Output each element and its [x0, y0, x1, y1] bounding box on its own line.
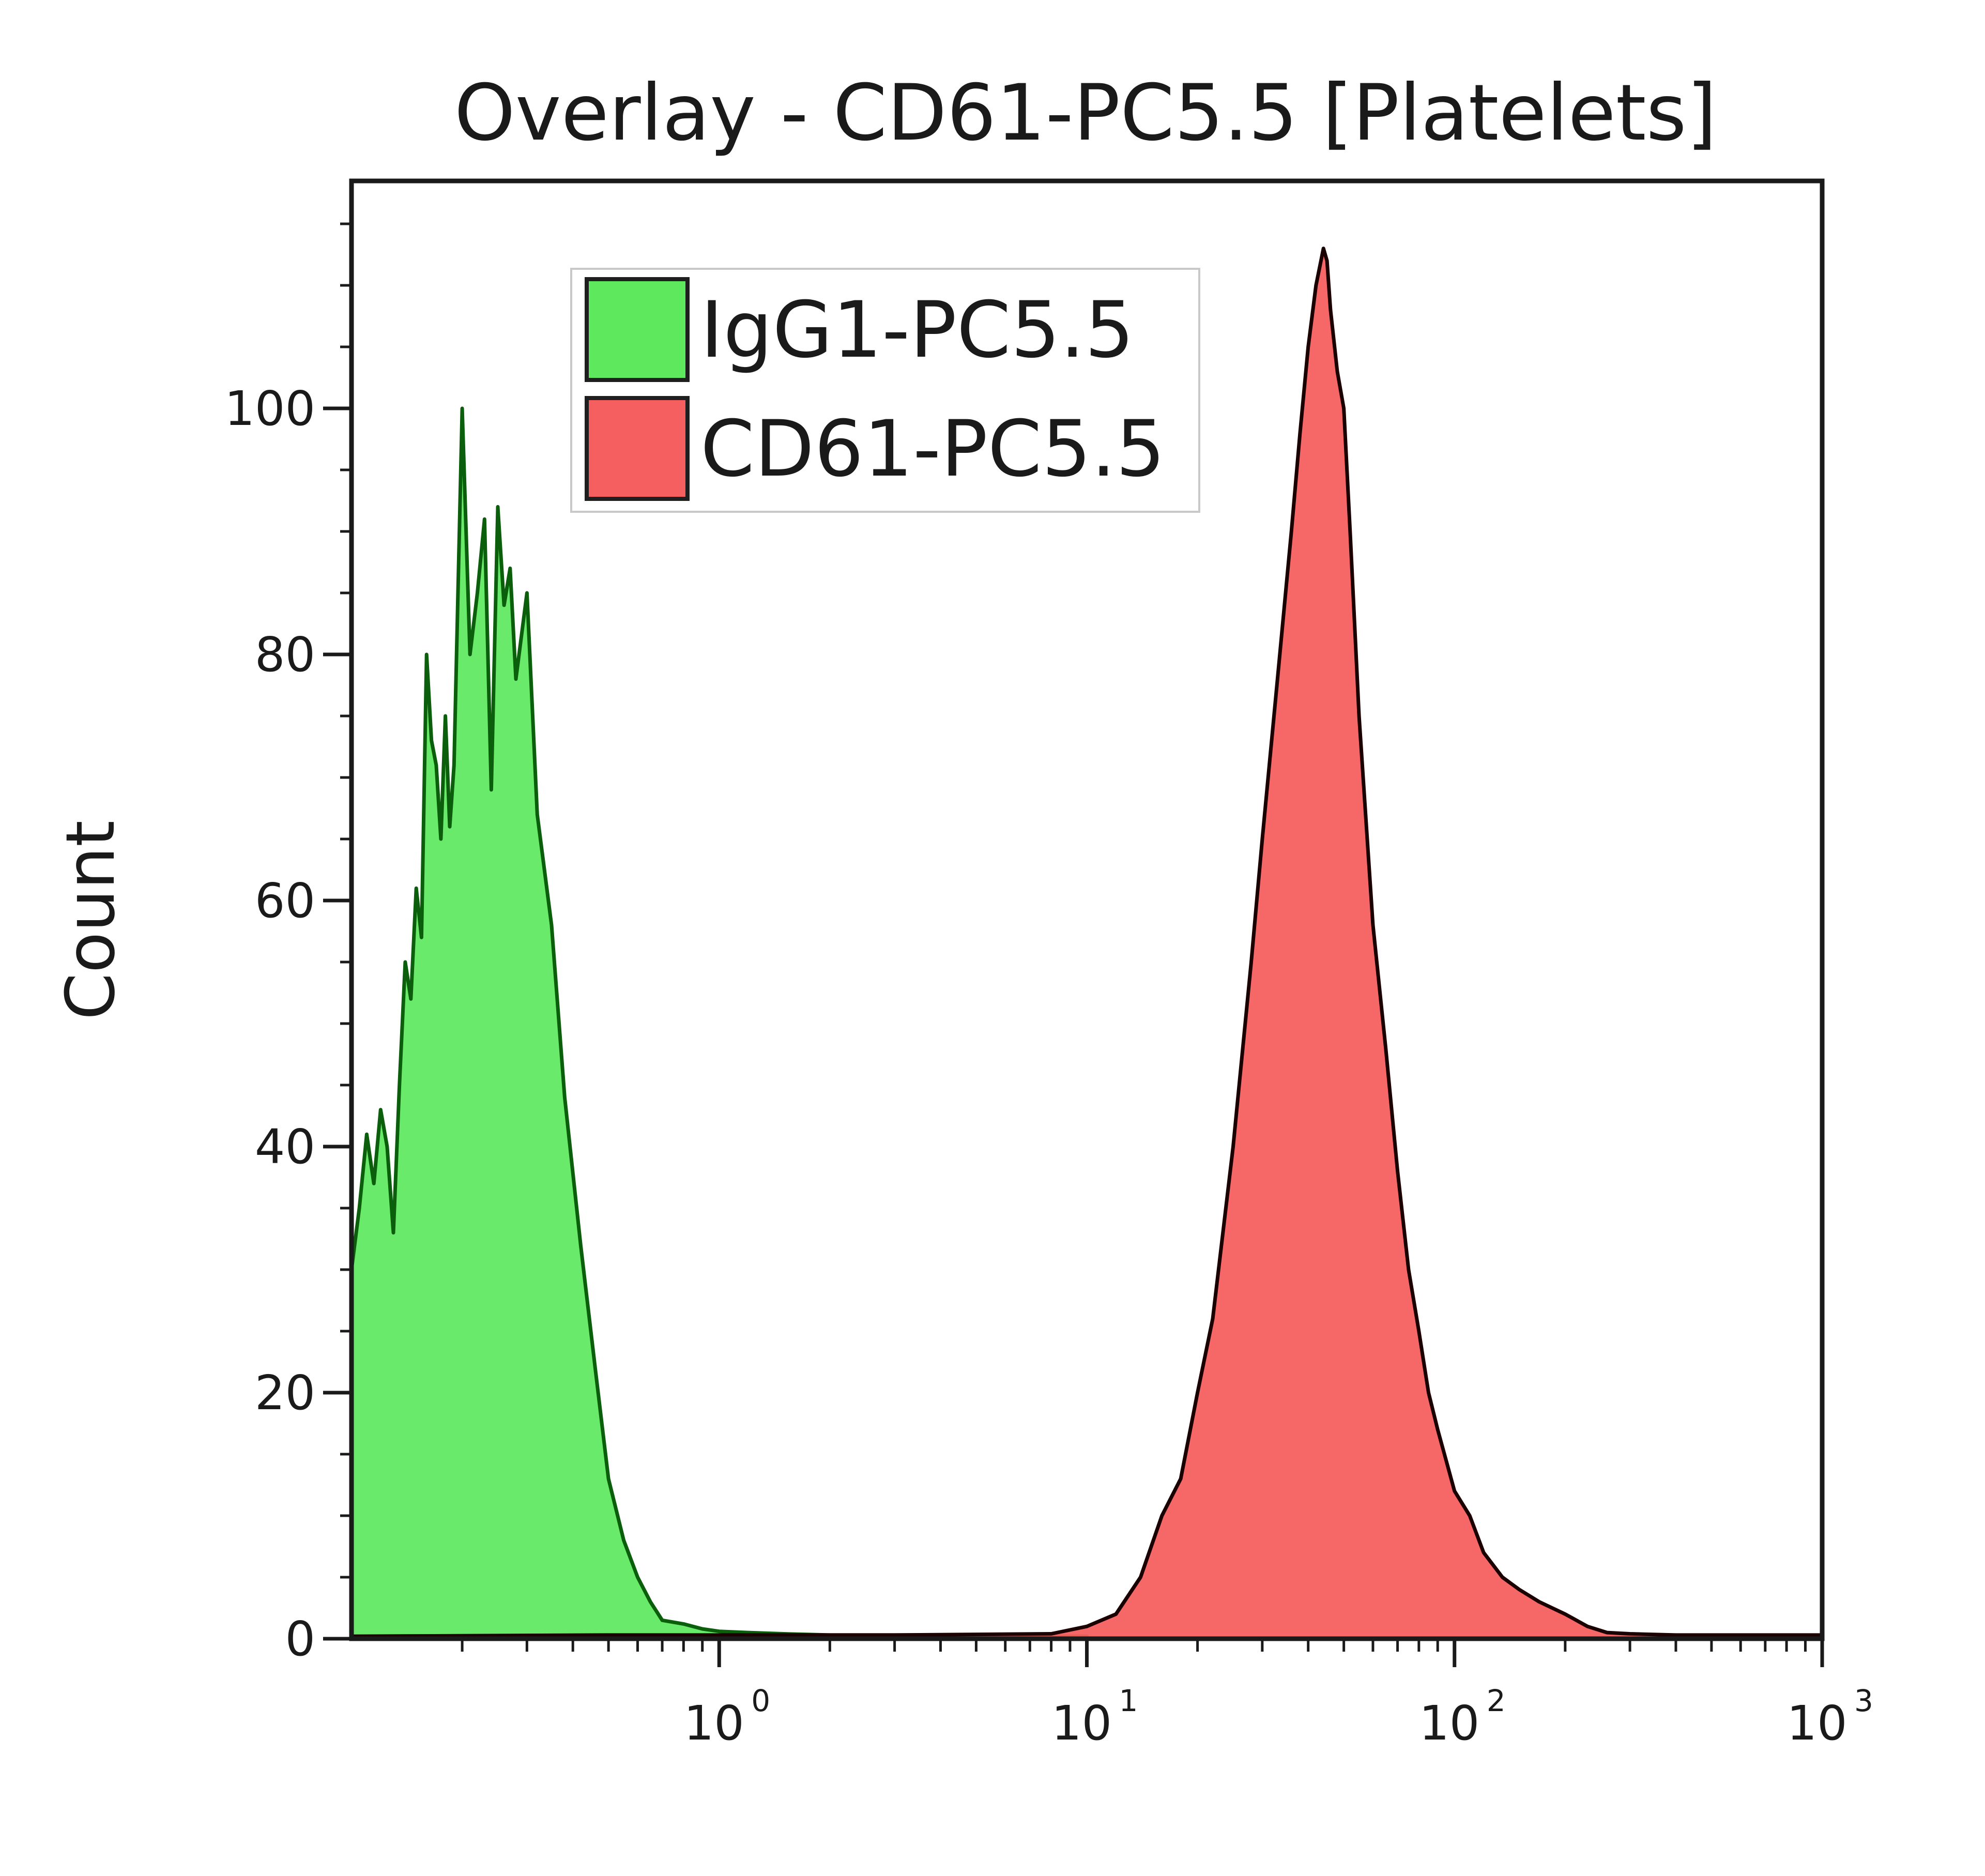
legend-swatch-cd61 [585, 396, 690, 501]
y-tick-label: 60 [255, 873, 315, 928]
chart-title: Overlay - CD61-PC5.5 [Platelets] [454, 68, 1717, 158]
y-axis-label: Count [51, 820, 130, 1020]
x-tick-label: 10 [1787, 1696, 1847, 1751]
x-tick-exponent: 3 [1854, 1683, 1873, 1718]
x-tick-label: 10 [1419, 1696, 1479, 1751]
series-layer [349, 247, 1824, 1641]
x-tick-exponent: 2 [1487, 1683, 1506, 1718]
series-area-igg1-pc5-5 [349, 406, 1089, 1641]
legend-label-cd61: CD61-PC5.5 [700, 404, 1165, 494]
x-tick-exponent: 0 [751, 1683, 770, 1718]
x-tick-label: 10 [1051, 1696, 1112, 1751]
y-tick-label: 20 [255, 1365, 315, 1421]
x-tick-exponent: 1 [1119, 1683, 1138, 1718]
legend-label-igg1: IgG1-PC5.5 [700, 285, 1134, 375]
y-tick-label: 100 [224, 381, 315, 436]
y-tick-label: 80 [255, 627, 315, 682]
legend: IgG1-PC5.5 CD61-PC5.5 [570, 268, 1200, 513]
series-area-cd61-pc5-5 [349, 247, 1824, 1641]
plot-frame [349, 178, 1825, 1641]
legend-swatch-igg1 [585, 277, 690, 382]
y-tick-label: 0 [285, 1611, 315, 1667]
y-tick-label: 40 [255, 1119, 315, 1175]
x-tick-label: 10 [684, 1696, 744, 1751]
